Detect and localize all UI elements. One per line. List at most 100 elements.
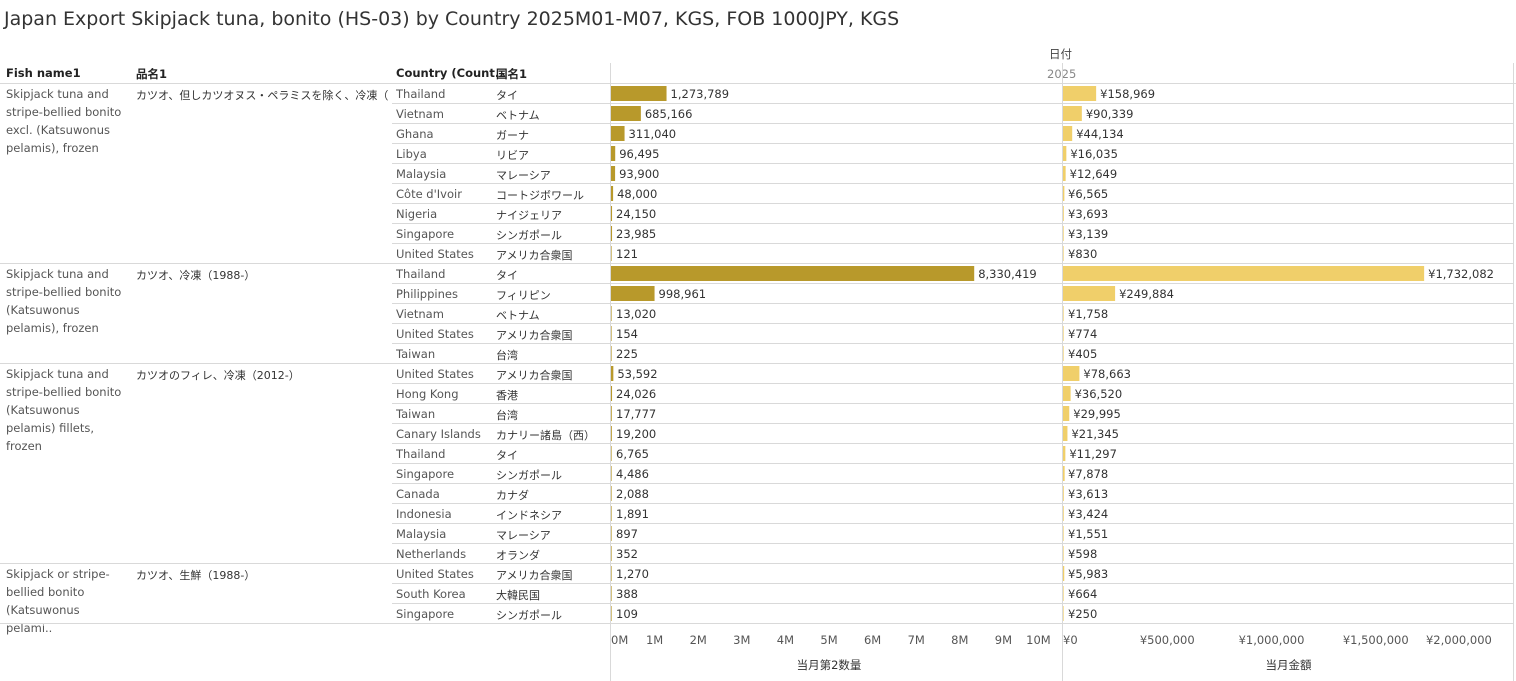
value-bar[interactable]	[1063, 446, 1066, 461]
qty-bar[interactable]	[611, 566, 612, 581]
value-bar[interactable]	[1063, 346, 1064, 361]
country-cell[interactable]: Thailand	[396, 447, 446, 461]
country-cell[interactable]: United States	[396, 567, 474, 581]
value-bar[interactable]	[1063, 146, 1067, 161]
qty-bar[interactable]	[611, 546, 612, 561]
qty-bar[interactable]	[611, 266, 975, 281]
country-cell[interactable]: United States	[396, 247, 474, 261]
kokumei-cell: コートジボワール	[496, 189, 584, 202]
country-cell[interactable]: Hong Kong	[396, 387, 459, 401]
header-fish-name[interactable]: Fish name1	[6, 66, 81, 80]
kokumei-cell: 台湾	[496, 409, 518, 422]
value-bar[interactable]	[1063, 306, 1064, 321]
qty-bar[interactable]	[611, 606, 612, 621]
country-cell[interactable]: Indonesia	[396, 507, 452, 521]
qty-bar[interactable]	[611, 286, 655, 301]
value-bar[interactable]	[1063, 566, 1065, 581]
kokumei-cell: アメリカ合衆国	[496, 249, 573, 262]
value-bar[interactable]	[1063, 286, 1116, 301]
value-bar[interactable]	[1063, 526, 1064, 541]
row-divider	[392, 423, 1514, 424]
country-cell[interactable]: United States	[396, 367, 474, 381]
header-kokumei[interactable]: 国名1	[496, 67, 528, 81]
kokumei-cell: タイ	[496, 89, 518, 102]
country-cell[interactable]: Ghana	[396, 127, 434, 141]
qty-data-label: 24,026	[616, 387, 657, 401]
qty-bar[interactable]	[611, 346, 612, 361]
qty-bar[interactable]	[611, 446, 612, 461]
country-cell[interactable]: Nigeria	[396, 207, 438, 221]
hinmei-cell: カツオ、生鮮（1988-）	[136, 569, 256, 582]
value-bar[interactable]	[1063, 266, 1425, 281]
value-bar[interactable]	[1063, 486, 1064, 501]
value-data-label: ¥12,649	[1069, 167, 1118, 181]
value-bar[interactable]	[1063, 466, 1065, 481]
value-bar[interactable]	[1063, 206, 1064, 221]
country-cell[interactable]: Libya	[396, 147, 427, 161]
qty-bar[interactable]	[611, 106, 641, 121]
country-cell[interactable]: Vietnam	[396, 307, 444, 321]
country-cell[interactable]: Taiwan	[396, 347, 436, 361]
qty-bar[interactable]	[611, 206, 613, 221]
country-cell[interactable]: Malaysia	[396, 527, 447, 541]
value-bar[interactable]	[1063, 186, 1065, 201]
country-cell[interactable]: Côte d'Ivoir	[396, 187, 462, 201]
value-bar[interactable]	[1063, 86, 1097, 101]
value-data-label: ¥774	[1068, 327, 1098, 341]
value-bar[interactable]	[1063, 106, 1082, 121]
qty-bar[interactable]	[611, 366, 614, 381]
country-cell[interactable]: Vietnam	[396, 107, 444, 121]
qty-bar[interactable]	[611, 226, 613, 241]
value-bar[interactable]	[1063, 586, 1064, 601]
header-hinmei[interactable]: 品名1	[136, 67, 168, 81]
country-cell[interactable]: Singapore	[396, 467, 455, 481]
value-data-label: ¥1,732,082	[1428, 267, 1494, 281]
qty-axis-tick: 1M	[645, 633, 664, 647]
country-cell[interactable]: Netherlands	[396, 547, 467, 561]
value-bar[interactable]	[1063, 366, 1080, 381]
value-bar[interactable]	[1063, 166, 1066, 181]
country-cell[interactable]: Singapore	[396, 227, 455, 241]
qty-bar[interactable]	[611, 526, 612, 541]
qty-bar[interactable]	[611, 486, 612, 501]
country-cell[interactable]: Canary Islands	[396, 427, 481, 441]
country-cell[interactable]: Taiwan	[396, 407, 436, 421]
value-bar[interactable]	[1063, 506, 1064, 521]
country-cell[interactable]: Canada	[396, 487, 440, 501]
divider-qty-left	[610, 63, 611, 681]
qty-bar[interactable]	[611, 506, 612, 521]
qty-bar[interactable]	[611, 426, 612, 441]
country-cell[interactable]: Philippines	[396, 287, 458, 301]
kokumei-cell: タイ	[496, 449, 518, 462]
country-cell[interactable]: Thailand	[396, 87, 446, 101]
country-cell[interactable]: Malaysia	[396, 167, 447, 181]
qty-bar[interactable]	[611, 86, 667, 101]
value-bar[interactable]	[1063, 426, 1068, 441]
qty-bar[interactable]	[611, 326, 612, 341]
country-cell[interactable]: Singapore	[396, 607, 455, 621]
qty-bar[interactable]	[611, 406, 612, 421]
value-bar[interactable]	[1063, 226, 1064, 241]
qty-bar[interactable]	[611, 466, 612, 481]
qty-bar[interactable]	[611, 586, 612, 601]
value-bar[interactable]	[1063, 606, 1064, 621]
header-country[interactable]: Country (Count..	[396, 66, 504, 80]
qty-bar[interactable]	[611, 146, 616, 161]
qty-bar[interactable]	[611, 246, 612, 261]
value-bar[interactable]	[1063, 406, 1070, 421]
value-bar[interactable]	[1063, 386, 1071, 401]
qty-bar[interactable]	[611, 126, 625, 141]
value-bar[interactable]	[1063, 326, 1064, 341]
qty-bar[interactable]	[611, 186, 614, 201]
value-bar[interactable]	[1063, 246, 1064, 261]
qty-bar[interactable]	[611, 386, 613, 401]
value-bar[interactable]	[1063, 126, 1073, 141]
qty-axis-tick: 4M	[776, 633, 795, 647]
qty-axis-tick: 10M	[1026, 633, 1051, 647]
country-cell[interactable]: United States	[396, 327, 474, 341]
country-cell[interactable]: South Korea	[396, 587, 466, 601]
qty-bar[interactable]	[611, 166, 616, 181]
value-bar[interactable]	[1063, 546, 1064, 561]
qty-bar[interactable]	[611, 306, 612, 321]
country-cell[interactable]: Thailand	[396, 267, 446, 281]
